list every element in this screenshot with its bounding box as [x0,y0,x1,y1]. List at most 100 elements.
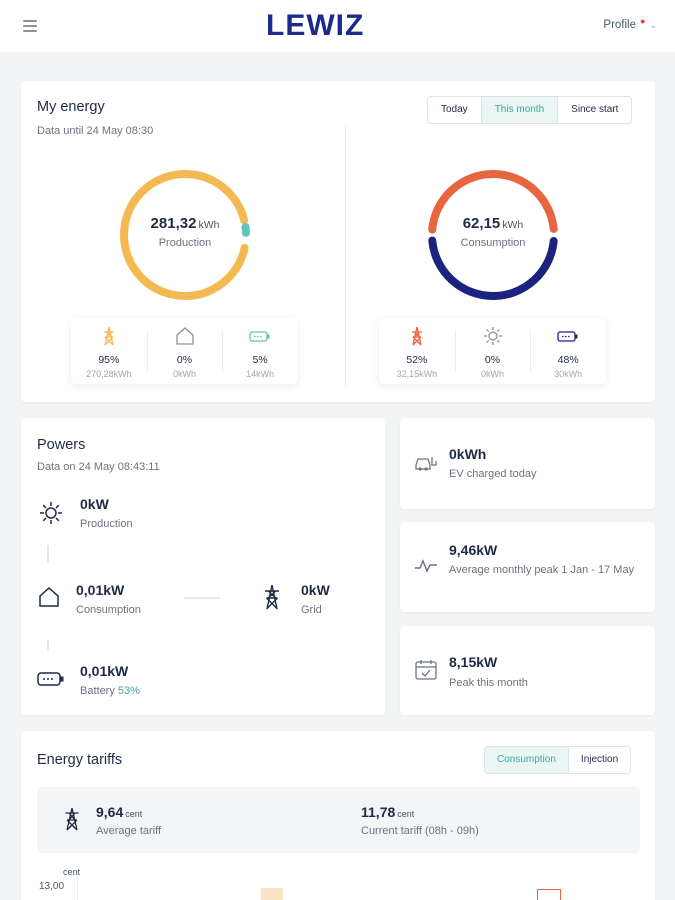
battery-power-label: Battery 53% [80,685,140,697]
flow-connector [47,545,49,563]
production-ring-center: 281,32 kWh Production [115,215,255,249]
average-peak-label: Average monthly peak 1 Jan - 17 May [449,564,635,576]
powers-consumption: 0,01kW Consumption [76,582,141,616]
grid-tower-icon [411,326,422,346]
production-power-value: 0kW [80,496,109,512]
production-stat-grid: 95% 270,28kWh [71,318,147,384]
average-tariff-label: Average tariff [96,825,162,837]
stat-percent: 0% [176,354,193,366]
home-icon [39,586,59,607]
production-total-value: 281,32 [150,215,197,232]
profile-menu[interactable]: Profile ● ⌄ [603,16,657,31]
production-breakdown: 95% 270,28kWh 0% 0kWh 5% 14kWh [71,318,298,384]
battery-percent: 53% [117,685,140,697]
stat-percent: 5% [252,354,268,366]
powers-production: 0kW Production [80,496,133,530]
chevron-down-icon: ⌄ [649,19,657,30]
grid-power-value: 0kW [301,582,330,598]
period-this-month[interactable]: This month [481,97,559,123]
energy-tariffs-card: Energy tariffs Consumption Injection 9,6… [21,731,655,900]
powers-card: Powers Data on 24 May 08:43:11 0kW Produ… [21,418,385,715]
ev-car-icon [415,457,437,471]
stat-kwh: 0kWh [481,369,505,379]
ev-charged-card: 0kWh EV charged today [400,418,655,509]
ev-charged-value: 0kWh [449,446,487,462]
consumption-total-value: 62,15 [462,215,501,232]
tariff-bar-current [537,889,561,900]
sun-icon [40,502,62,524]
my-energy-card: My energy Data until 24 May 08:30 Today … [21,81,655,402]
consumption-stat-sun: 0% 0kWh [454,318,531,384]
grid-tower-icon [65,807,79,831]
consumption-ring-grid-segment [428,170,558,300]
production-ring-label: Production [158,237,212,249]
consumption-ring-label: Consumption [460,237,526,249]
chart-axis-tick: 13,00 [39,881,65,892]
stat-kwh: 32,15kWh [396,369,438,379]
production-ring-chart [120,170,250,300]
consumption-breakdown: 52% 32,15kWh 0% 0kWh 48% 30kWh [379,318,606,384]
chart-axis-unit: cent [63,867,81,877]
section-divider [345,125,346,387]
stat-percent: 48% [557,354,579,366]
average-tariff: 9,64 cent Average tariff [96,804,161,837]
consumption-total-unit: kWh [502,219,524,231]
stat-kwh: 270,28kWh [86,369,132,379]
stat-percent: 95% [98,354,120,366]
tab-consumption[interactable]: Consumption [485,747,569,773]
pulse-icon [415,559,437,573]
tariff-bar-highlight [261,888,283,900]
battery-icon [557,331,578,342]
tariff-type-selector: Consumption Injection [484,746,632,774]
home-icon [175,327,194,345]
stat-percent: 0% [484,354,501,366]
my-energy-title: My energy [37,99,105,115]
current-tariff-unit: cent [397,809,415,819]
powers-title: Powers [37,437,86,453]
production-total-unit: kWh [198,219,220,231]
tab-injection[interactable]: Injection [580,754,619,765]
stat-percent: 52% [406,354,428,366]
grid-tower-icon [103,326,114,346]
current-tariff: 11,78 cent Current tariff (08h - 09h) [361,804,479,837]
stat-kwh: 0kWh [173,369,197,379]
battery-icon [249,331,270,342]
period-today[interactable]: Today [428,97,482,123]
stat-kwh: 14kWh [246,369,275,379]
production-ring-small-segment [120,170,250,300]
consumption-stat-battery: 48% 30kWh [530,318,606,384]
app-header: LEWIZ Profile ● ⌄ [0,0,675,52]
average-tariff-unit: cent [125,809,143,819]
flow-connector [47,640,49,650]
battery-power-value: 0,01kW [80,663,129,679]
notification-dot: ● [640,16,646,26]
current-tariff-value: 11,78 [361,804,396,820]
logo-text: LEWIZ [266,9,365,42]
consumption-ring-chart [428,170,558,300]
production-ring-main-segment [120,170,250,300]
sun-icon [483,327,502,345]
grid-power-label: Grid [301,604,322,616]
lewiz-logo[interactable]: LEWIZ [266,9,365,42]
ev-charged-label: EV charged today [449,468,537,480]
battery-icon [37,672,64,686]
hamburger-menu-icon[interactable] [23,20,37,32]
production-power-label: Production [80,518,133,530]
consumption-ring-center: 62,15 kWh Consumption [423,215,563,249]
production-stat-home: 0% 0kWh [146,318,223,384]
powers-grid: 0kW Grid [301,582,330,616]
peak-month-value: 8,15kW [449,654,498,670]
grid-tower-icon [265,584,279,610]
tariffs-title: Energy tariffs [37,752,123,768]
current-tariff-label: Current tariff (08h - 09h) [361,825,479,837]
period-since-start[interactable]: Since start [571,104,619,115]
data-until-text: Data until 24 May 08:30 [37,125,154,137]
consumption-stat-grid: 52% 32,15kWh [379,318,455,384]
powers-data-on: Data on 24 May 08:43:11 [37,461,160,473]
average-tariff-value: 9,64 [96,804,124,820]
tariff-summary: 9,64 cent Average tariff 11,78 cent Curren… [37,787,640,853]
production-stat-battery: 5% 14kWh [222,318,298,384]
average-peak-card: 9,46kW Average monthly peak 1 Jan - 17 M… [400,522,655,612]
consumption-power-value: 0,01kW [76,582,125,598]
peak-month-card: 8,15kW Peak this month [400,626,655,715]
